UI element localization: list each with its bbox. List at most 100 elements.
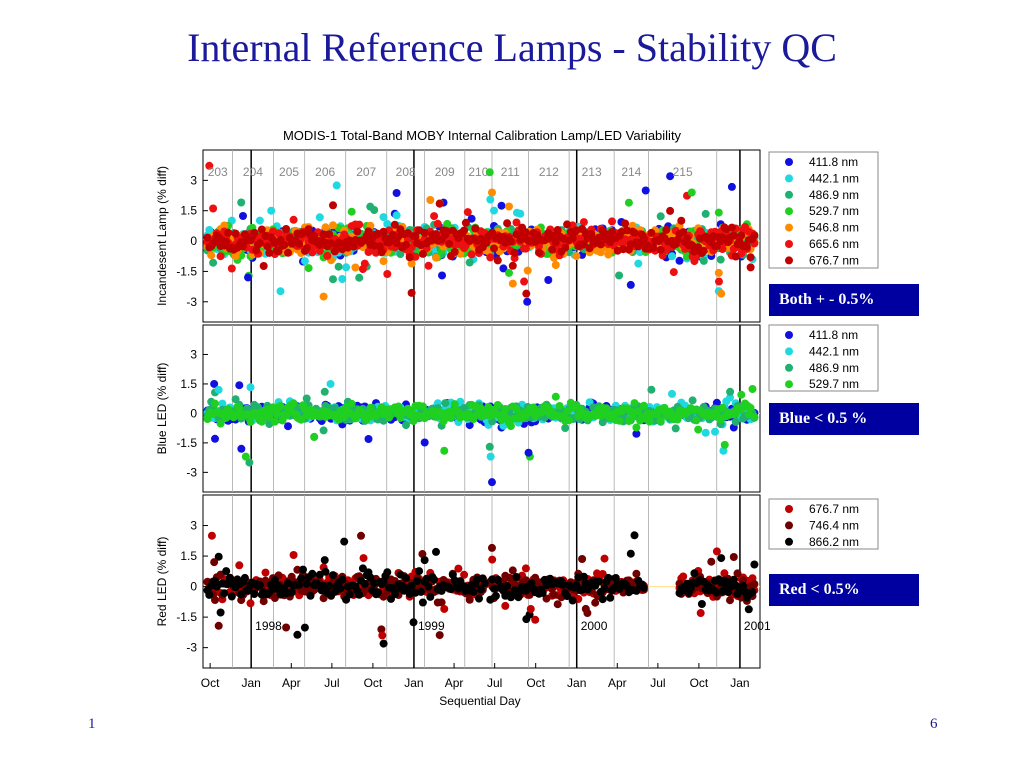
outlier-point <box>485 442 494 451</box>
data-point <box>392 239 401 248</box>
data-point <box>413 577 422 585</box>
data-point <box>634 407 643 416</box>
data-point <box>299 565 307 574</box>
data-point <box>724 588 733 597</box>
data-point <box>214 621 223 630</box>
data-point <box>205 590 214 599</box>
data-point <box>508 279 517 288</box>
data-point <box>600 584 609 593</box>
data-point <box>417 587 425 596</box>
y-tick-label: -3 <box>186 641 197 655</box>
legend-label: 486.9 nm <box>809 361 859 375</box>
data-point <box>214 552 223 561</box>
data-point <box>606 593 615 602</box>
year-label: 2000 <box>581 619 608 633</box>
legend-marker <box>785 521 793 530</box>
data-point <box>237 198 246 207</box>
data-point <box>746 403 755 412</box>
data-point <box>355 273 364 282</box>
deployment-label: 214 <box>621 165 641 179</box>
data-point <box>718 403 727 412</box>
data-point <box>688 396 697 405</box>
data-point <box>668 389 676 398</box>
data-point <box>289 215 298 224</box>
data-point <box>572 252 581 261</box>
data-point <box>300 257 309 266</box>
data-point <box>216 419 225 428</box>
y-tick-label: -1.5 <box>176 264 197 278</box>
outlier-point <box>714 277 723 286</box>
data-point <box>239 212 247 220</box>
data-point <box>488 555 497 564</box>
data-point <box>426 592 435 601</box>
data-point <box>366 573 375 582</box>
data-point <box>282 411 291 420</box>
data-point <box>295 239 304 248</box>
data-point <box>523 266 532 275</box>
data-point <box>493 256 502 265</box>
outlier-point <box>210 558 219 567</box>
data-point <box>347 399 356 408</box>
data-point <box>383 270 392 278</box>
data-point <box>611 574 620 582</box>
x-tick-label: Jul <box>487 676 502 690</box>
data-point <box>411 232 420 241</box>
deployment-label: 215 <box>673 165 693 179</box>
data-point <box>329 275 337 284</box>
data-point <box>596 411 605 420</box>
outlier-point <box>522 615 531 624</box>
legend-marker <box>785 505 793 513</box>
outlier-point <box>440 604 449 613</box>
legend-marker <box>785 380 793 389</box>
data-point <box>731 417 740 426</box>
data-point <box>276 402 285 410</box>
data-point <box>512 405 521 414</box>
data-point <box>227 264 236 273</box>
y-tick-label: 1.5 <box>180 377 197 391</box>
data-point <box>514 593 523 602</box>
legend-marker <box>785 363 793 372</box>
legend-label: 746.4 nm <box>809 518 859 532</box>
data-point <box>420 228 429 237</box>
data-point <box>596 240 605 249</box>
outlier-point <box>720 440 729 449</box>
data-point <box>711 427 719 436</box>
data-point <box>246 383 255 392</box>
data-point <box>235 381 244 390</box>
data-point <box>302 394 311 403</box>
deployment-label: 210 <box>468 165 488 179</box>
data-point <box>216 608 225 617</box>
data-point <box>209 204 218 213</box>
data-point <box>499 264 508 273</box>
data-point <box>402 574 410 583</box>
data-point <box>284 422 292 431</box>
data-point <box>329 571 337 580</box>
data-point <box>579 240 588 249</box>
data-point <box>750 560 759 569</box>
data-point <box>227 592 236 601</box>
data-point <box>338 275 347 283</box>
y-tick-label: 0 <box>190 406 197 420</box>
data-point <box>211 434 219 443</box>
data-point <box>351 263 360 272</box>
data-point <box>385 413 394 422</box>
data-point <box>222 567 231 576</box>
data-point <box>606 238 615 246</box>
outlier-point <box>696 609 705 618</box>
data-point <box>293 630 302 639</box>
data-point <box>330 247 339 256</box>
outlier-point <box>244 273 253 282</box>
data-point <box>551 392 560 401</box>
slide-title: Internal Reference Lamps - Stability QC <box>187 25 837 70</box>
data-point <box>716 255 725 264</box>
data-point <box>379 213 388 222</box>
data-point <box>353 227 362 236</box>
data-point <box>544 276 553 284</box>
data-point <box>443 219 452 228</box>
data-point <box>299 229 307 238</box>
data-point <box>553 600 562 609</box>
outlier-point <box>687 188 696 197</box>
data-point <box>697 600 706 608</box>
data-point <box>731 252 740 261</box>
data-point <box>265 413 274 421</box>
